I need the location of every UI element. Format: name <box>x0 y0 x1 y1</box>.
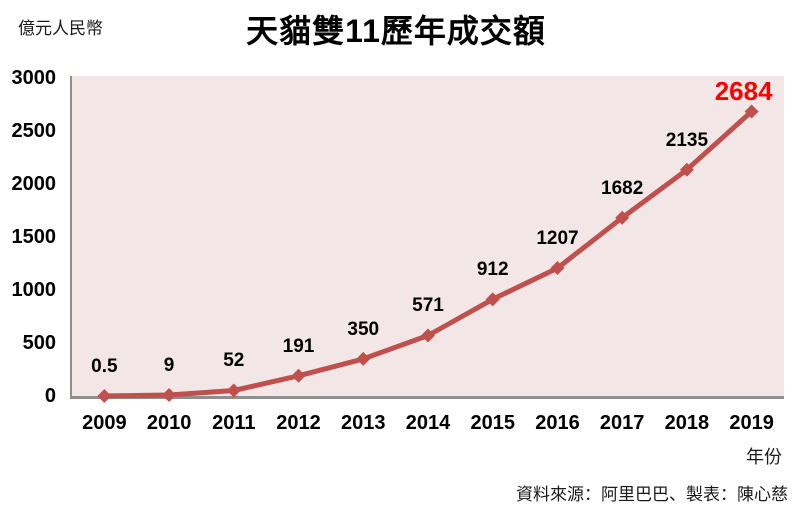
data-label: 912 <box>476 259 509 281</box>
data-point-marker <box>485 292 500 307</box>
chart-title: 天貓雙11歷年成交額 <box>246 13 546 49</box>
source-credit: 資料來源：阿里巴巴、製表：陳心慈 <box>516 485 788 504</box>
data-point-marker <box>615 210 630 225</box>
data-label: 1682 <box>601 177 644 199</box>
data-point-marker <box>550 261 565 276</box>
x-tick-label: 2019 <box>729 412 774 434</box>
y-axis-line <box>70 76 72 398</box>
plot-area <box>72 78 784 403</box>
data-label: 9 <box>163 355 175 377</box>
y-axis-unit-label: 億元人民幣 <box>18 19 103 38</box>
x-tick-label: 2016 <box>535 412 580 434</box>
x-tick-label: 2015 <box>470 412 515 434</box>
data-label-highlight: 2684 <box>714 76 773 107</box>
data-point-marker <box>744 104 759 119</box>
data-label: 350 <box>347 318 380 340</box>
data-point-marker <box>162 388 177 403</box>
x-axis-title: 年份 <box>746 447 782 467</box>
x-tick-label: 2017 <box>599 412 645 434</box>
x-tick-label: 2014 <box>405 412 451 434</box>
data-label: 191 <box>282 335 315 357</box>
x-tick-label: 2011 <box>212 412 256 434</box>
y-tick-label: 2000 <box>11 173 57 195</box>
y-tick-label: 3000 <box>11 67 57 89</box>
y-tick-label: 1000 <box>11 279 57 301</box>
data-point-marker <box>291 368 306 383</box>
y-tick-label: 0 <box>44 385 56 407</box>
x-tick-label: 2009 <box>82 412 127 434</box>
data-label: 0.5 <box>91 355 118 377</box>
x-axis-line <box>70 396 784 399</box>
x-tick-label: 2013 <box>341 412 386 434</box>
x-tick-label: 2018 <box>664 412 710 434</box>
plot-area-background <box>72 76 784 396</box>
y-tick-label: 2500 <box>11 120 57 142</box>
x-tick-label: 2010 <box>146 412 192 434</box>
y-tick-label: 1500 <box>11 226 57 248</box>
data-point-marker <box>421 328 435 343</box>
x-tick-label: 2012 <box>276 412 321 434</box>
data-point-marker <box>226 383 241 398</box>
data-point-marker <box>97 388 112 403</box>
data-label: 571 <box>412 295 444 317</box>
y-tick-label: 500 <box>22 332 56 354</box>
data-point-marker <box>679 162 694 177</box>
data-point-marker <box>356 351 371 366</box>
data-label: 52 <box>223 350 245 372</box>
data-label: 1207 <box>536 228 579 250</box>
data-label: 2135 <box>665 129 709 151</box>
